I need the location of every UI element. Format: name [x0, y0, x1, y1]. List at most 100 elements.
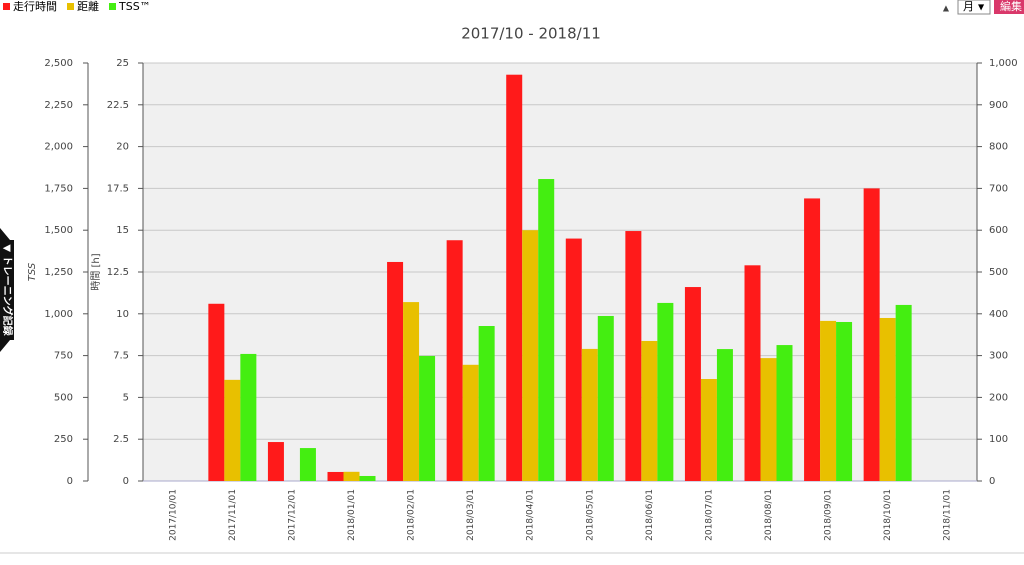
- y-tick-label: 20: [116, 142, 129, 153]
- x-tick-label: 2018/06/01: [645, 489, 655, 541]
- bar: [625, 231, 642, 481]
- x-tick-label: 2018/04/01: [526, 489, 536, 541]
- bar: [403, 302, 420, 481]
- bar: [446, 240, 463, 481]
- x-tick-label: 2018/05/01: [585, 489, 595, 541]
- bar: [208, 303, 225, 481]
- bar: [657, 302, 674, 481]
- bar: [684, 287, 701, 481]
- x-tick-label: 2018/02/01: [407, 489, 417, 541]
- y-tick-label: 0: [123, 476, 129, 487]
- bar: [478, 326, 495, 481]
- y2-tick-label: 100: [989, 434, 1008, 445]
- x-tick-label: 2018/03/01: [466, 489, 476, 541]
- y2-tick-label: 200: [989, 392, 1008, 403]
- period-select[interactable]: [957, 0, 991, 15]
- y3-tick-label: 1,500: [44, 225, 73, 236]
- bar: [522, 230, 539, 481]
- y3-tick-label: 2,500: [44, 58, 73, 69]
- legend-label: TSS™: [118, 0, 151, 13]
- y2-tick-label: 300: [989, 351, 1008, 362]
- edit-button[interactable]: [994, 0, 1024, 14]
- y3-tick-label: 750: [54, 351, 73, 362]
- y2-tick-label: 500: [989, 267, 1008, 278]
- bar: [700, 379, 717, 481]
- bar: [836, 321, 853, 481]
- bar: [240, 353, 257, 481]
- x-tick-label: 2018/09/01: [824, 489, 834, 541]
- y3-tick-label: 1,750: [44, 183, 73, 194]
- y2-tick-label: 1,000: [989, 58, 1018, 69]
- bar: [744, 265, 761, 481]
- bar: [565, 238, 582, 481]
- x-tick-label: 2018/08/01: [764, 489, 774, 541]
- y3-tick-label: 500: [54, 392, 73, 403]
- bar: [760, 358, 777, 481]
- y2-tick-label: 400: [989, 309, 1008, 320]
- y-tick-label: 5: [123, 392, 129, 403]
- y-tick-label: 22.5: [107, 100, 129, 111]
- bar: [419, 355, 436, 481]
- bar: [804, 198, 821, 481]
- side-tab[interactable]: [0, 228, 14, 352]
- y-tick-label: 25: [116, 58, 129, 69]
- x-tick-label: 2018/01/01: [347, 489, 357, 541]
- chart-title: 2017/10 - 2018/11: [461, 25, 601, 43]
- bar: [538, 179, 555, 481]
- bar: [299, 448, 316, 481]
- x-tick-label: 2017/11/01: [228, 489, 238, 541]
- bar: [359, 475, 376, 481]
- period-arrow[interactable]: ▼: [978, 3, 985, 12]
- bar: [327, 471, 344, 481]
- period-label[interactable]: 月: [963, 0, 974, 13]
- y-tick-label: 10: [116, 309, 129, 320]
- bar: [879, 317, 896, 481]
- y3-tick-label: 1,250: [44, 267, 73, 278]
- y3-tick-label: 2,000: [44, 142, 73, 153]
- bar: [506, 74, 523, 481]
- bar: [343, 471, 360, 481]
- bar: [641, 340, 658, 481]
- y-tick-label: 15: [116, 225, 129, 236]
- y-tick-label: 17.5: [107, 183, 129, 194]
- bar: [895, 304, 912, 481]
- y3-tick-label: 1,000: [44, 309, 73, 320]
- side-tab-label[interactable]: ▼ トレーニング記録: [1, 244, 14, 336]
- spinner[interactable]: ▲: [943, 4, 950, 13]
- y2-tick-label: 600: [989, 225, 1008, 236]
- bar: [597, 315, 614, 481]
- legend-swatch: [109, 3, 116, 10]
- bar: [581, 348, 598, 481]
- x-tick-label: 2017/10/01: [168, 489, 178, 541]
- x-tick-label: 2017/12/01: [287, 489, 297, 541]
- bar: [267, 442, 284, 481]
- bar: [776, 345, 793, 481]
- y-axis-label: 時間 [h]: [90, 253, 102, 290]
- y3-tick-label: 250: [54, 434, 73, 445]
- y2-tick-label: 700: [989, 183, 1008, 194]
- bar: [224, 379, 241, 481]
- bar: [820, 320, 837, 481]
- bar: [863, 188, 880, 481]
- legend-swatch: [67, 3, 74, 10]
- legend-label: 走行時間: [13, 0, 57, 13]
- x-tick-label: 2018/07/01: [704, 489, 714, 541]
- y-tick-label: 2.5: [113, 434, 129, 445]
- bar: [716, 349, 733, 481]
- y-tick-label: 7.5: [113, 351, 129, 362]
- y2-tick-label: 0: [989, 476, 995, 487]
- legend-swatch: [3, 3, 10, 10]
- edit-label[interactable]: 編集: [1000, 0, 1022, 13]
- x-tick-label: 2018/10/01: [883, 489, 893, 541]
- y3-tick-label: 0: [67, 476, 73, 487]
- y-tick-label: 12.5: [107, 267, 129, 278]
- y2-tick-label: 800: [989, 142, 1008, 153]
- x-tick-label: 2018/11/01: [943, 489, 953, 541]
- bar: [462, 364, 479, 481]
- y3-axis-label: TSS: [27, 262, 38, 281]
- legend-label: 距離: [77, 0, 99, 13]
- y2-tick-label: 900: [989, 100, 1008, 111]
- y3-tick-label: 2,250: [44, 100, 73, 111]
